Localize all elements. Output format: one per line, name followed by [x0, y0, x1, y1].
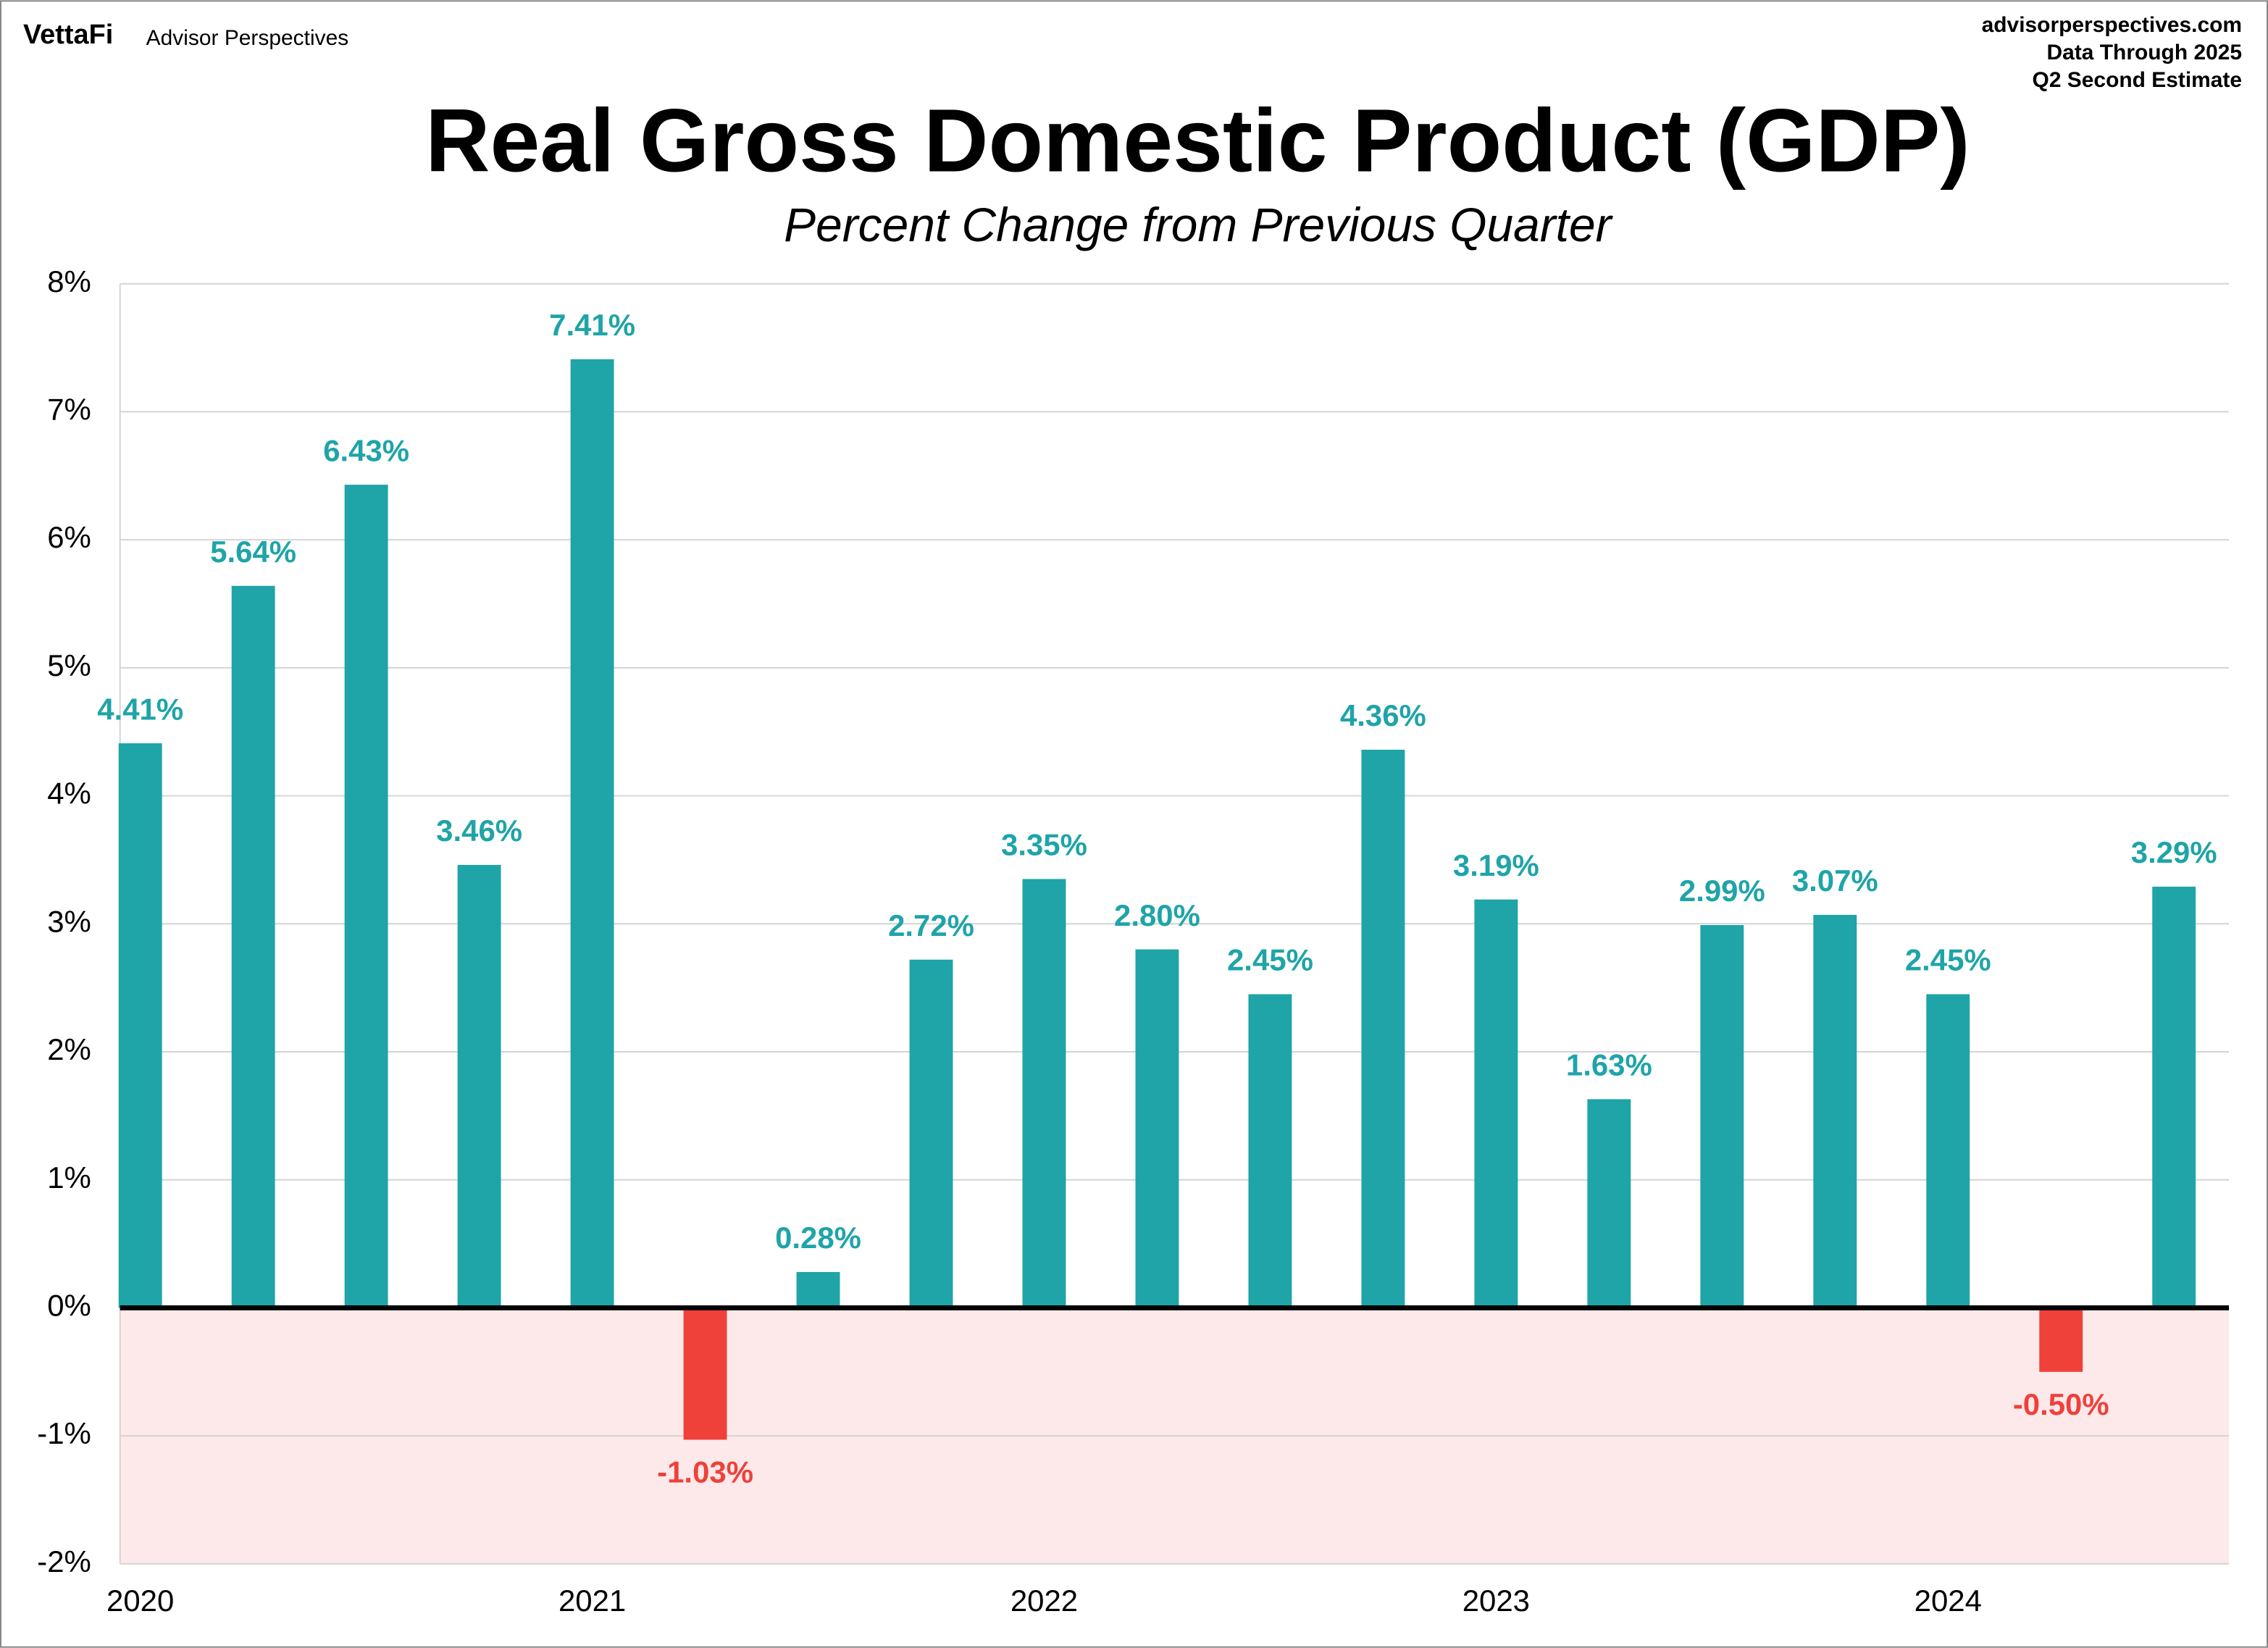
brand: VettaFi [23, 20, 113, 50]
bar [344, 485, 388, 1308]
y-tick-label: 8% [47, 264, 91, 298]
bar [1813, 914, 1857, 1308]
value-label: 7.41% [549, 308, 635, 342]
value-label: 3.46% [436, 813, 522, 848]
value-label: 4.36% [1340, 698, 1426, 732]
value-label: -0.50% [2013, 1387, 2109, 1421]
x-tick-label: 2021 [558, 1584, 626, 1618]
value-label: 0.28% [775, 1221, 861, 1255]
bar [231, 585, 275, 1308]
bar [1926, 994, 1970, 1308]
x-tick-label: 2023 [1463, 1584, 1530, 1618]
chart-title: Real Gross Domestic Product (GDP) [425, 91, 1970, 191]
y-tick-label: -2% [37, 1544, 91, 1578]
bar [1135, 949, 1179, 1308]
bar [570, 359, 614, 1308]
y-tick-label: 7% [47, 392, 91, 426]
source: Q2 Second Estimate [2033, 68, 2243, 92]
value-label: 5.64% [210, 535, 296, 569]
y-tick-label: 5% [47, 648, 91, 682]
bar [796, 1271, 840, 1308]
bar [1587, 1099, 1631, 1308]
brand-sub: Advisor Perspectives [146, 26, 349, 50]
y-tick-label: 0% [47, 1289, 91, 1323]
source: Data Through 2025 [2047, 41, 2243, 64]
x-tick-label: 2024 [1915, 1584, 1982, 1618]
bar [1700, 925, 1744, 1308]
bar [909, 959, 953, 1308]
y-tick-label: -1% [37, 1416, 91, 1450]
source: advisorperspectives.com [1982, 13, 2242, 37]
value-label: 2.45% [1227, 943, 1313, 977]
bar [1474, 899, 1518, 1308]
bar [1248, 994, 1292, 1308]
bar [2152, 887, 2196, 1308]
chart-subtitle: Percent Change from Previous Quarter [784, 198, 1613, 251]
value-label: 2.99% [1679, 874, 1765, 908]
bar [457, 864, 501, 1308]
bar [1022, 879, 1066, 1308]
value-label: 1.63% [1566, 1048, 1652, 1082]
value-label: 2.80% [1114, 898, 1200, 932]
y-tick-label: 1% [47, 1160, 91, 1195]
bar [683, 1308, 727, 1440]
y-tick-label: 4% [47, 777, 91, 811]
value-label: 3.35% [1001, 828, 1087, 862]
y-tick-label: 2% [47, 1032, 91, 1066]
bar [2039, 1308, 2083, 1372]
value-label: 4.41% [97, 692, 183, 726]
value-label: 3.07% [1792, 863, 1878, 898]
bar [1361, 749, 1405, 1308]
value-label: 3.29% [2131, 835, 2217, 869]
value-label: 2.72% [888, 908, 974, 942]
value-label: 2.45% [1905, 943, 1991, 977]
value-label: 3.19% [1453, 848, 1539, 882]
y-tick-label: 3% [47, 904, 91, 938]
x-tick-label: 2022 [1010, 1584, 1078, 1618]
value-label: -1.03% [657, 1455, 753, 1489]
y-tick-label: 6% [47, 520, 91, 554]
value-label: 6.43% [323, 433, 409, 467]
x-tick-label: 2020 [106, 1584, 174, 1618]
bar [118, 743, 162, 1308]
